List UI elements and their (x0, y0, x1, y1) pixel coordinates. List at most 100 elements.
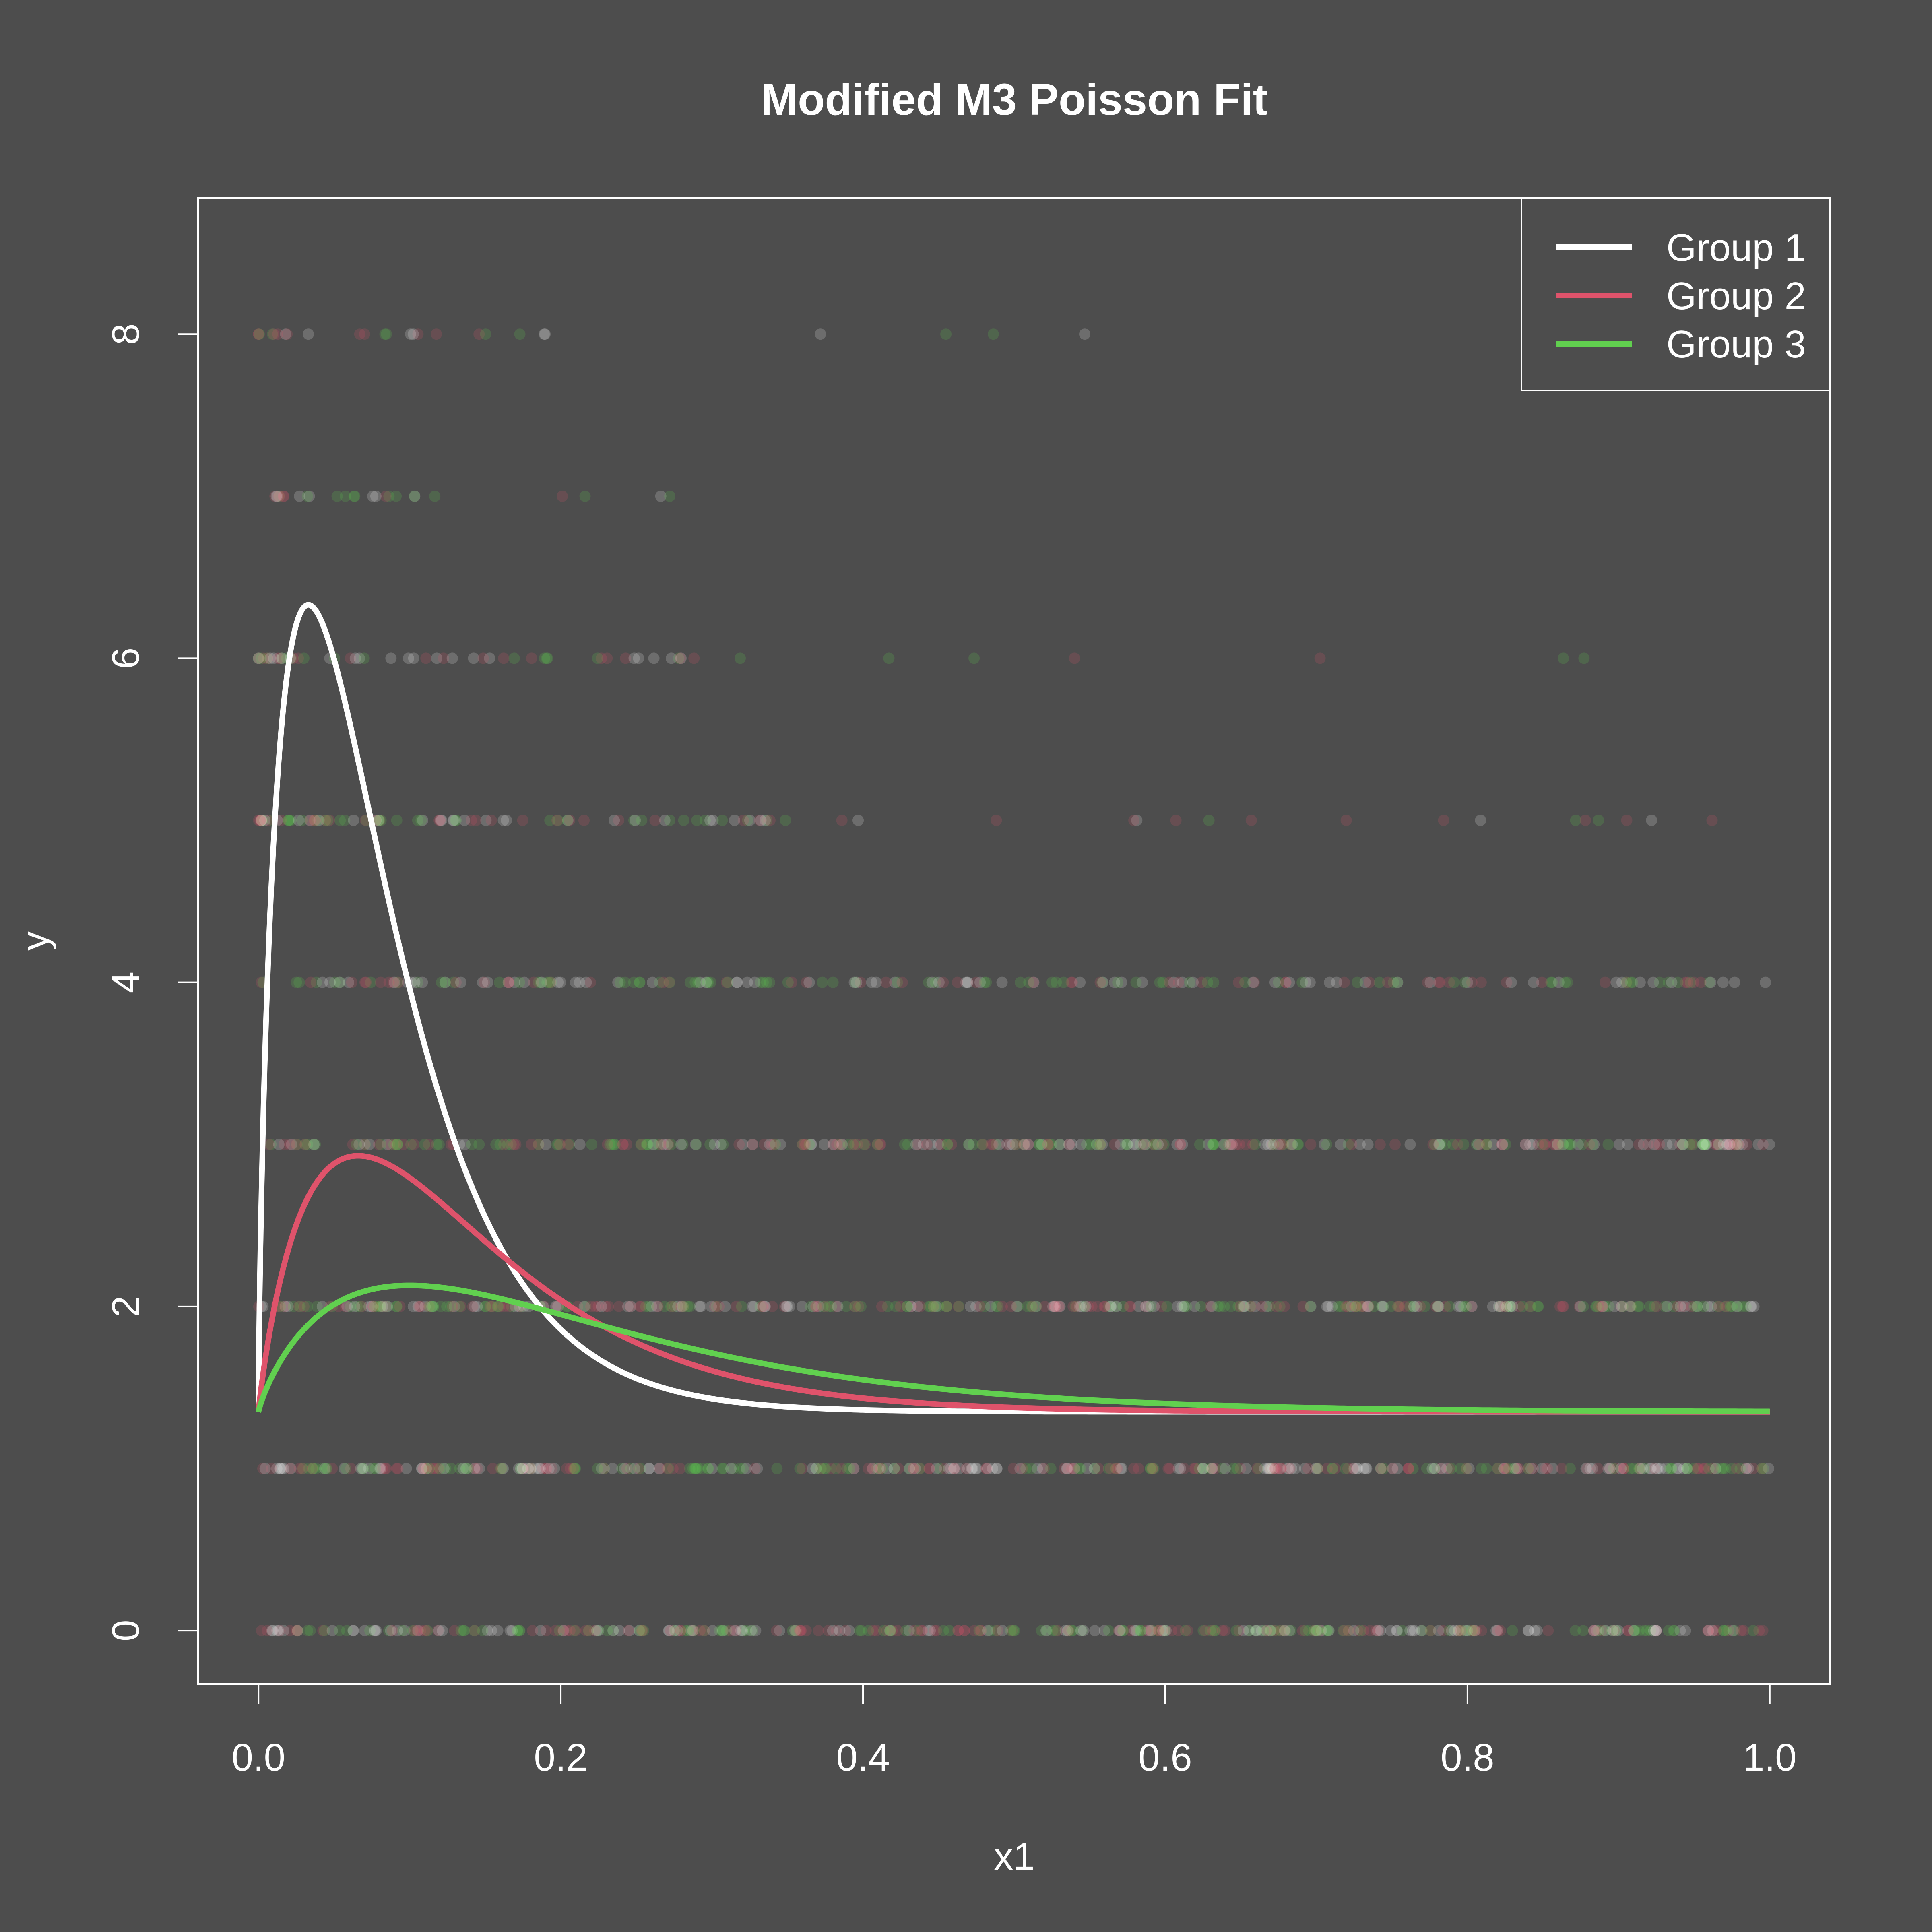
data-point (669, 1300, 681, 1312)
data-point (421, 1463, 433, 1474)
data-point (1046, 1139, 1057, 1150)
data-point (901, 1300, 913, 1312)
x-axis: 0.0 0.2 0.4 0.6 0.8 1.0 (231, 1683, 1797, 1779)
data-point (714, 1625, 725, 1637)
data-point (1713, 1300, 1725, 1312)
data-point (916, 1625, 928, 1637)
data-point (570, 1625, 582, 1637)
data-point (1624, 1300, 1636, 1312)
data-point (392, 976, 404, 988)
data-point (779, 1300, 791, 1312)
data-point (349, 652, 361, 664)
data-point (1527, 1463, 1539, 1474)
data-point (1020, 1463, 1032, 1474)
data-point (606, 1139, 618, 1150)
data-point (514, 328, 526, 340)
data-point (747, 1139, 759, 1150)
data-point (1699, 1139, 1711, 1150)
data-point (874, 1139, 886, 1150)
data-point (353, 652, 365, 664)
data-point (663, 976, 675, 988)
data-point (1677, 1300, 1688, 1312)
data-point (958, 1625, 970, 1637)
data-point (522, 1463, 533, 1474)
data-point (716, 1625, 727, 1637)
data-point (949, 1463, 961, 1474)
data-point (312, 815, 324, 826)
data-point (881, 1463, 893, 1474)
data-point (1705, 976, 1717, 988)
data-point (1638, 1139, 1649, 1150)
data-point (766, 1139, 778, 1150)
data-point (985, 1300, 997, 1312)
data-point (1251, 1463, 1263, 1474)
data-point (473, 1139, 485, 1150)
data-point (375, 976, 386, 988)
data-point (1109, 1300, 1121, 1312)
data-point (1677, 1139, 1689, 1150)
data-point (1753, 1625, 1765, 1637)
data-point (316, 976, 328, 988)
data-point (1224, 1139, 1236, 1150)
data-point (1076, 1625, 1088, 1637)
data-point (828, 1139, 839, 1150)
data-point (968, 1625, 980, 1637)
data-point (1147, 1463, 1158, 1474)
data-point (649, 815, 661, 826)
data-point (1103, 1625, 1115, 1637)
data-point (1063, 1139, 1075, 1150)
data-point (787, 1625, 799, 1637)
data-point (1633, 1139, 1645, 1150)
data-point (1246, 1300, 1257, 1312)
data-point (1731, 1300, 1743, 1312)
data-point (1674, 1139, 1686, 1150)
data-point (593, 1625, 605, 1637)
data-point (1194, 1139, 1205, 1150)
data-point (1433, 976, 1445, 988)
data-point (1116, 1463, 1128, 1474)
data-point (480, 1300, 491, 1312)
data-point (1199, 1625, 1211, 1637)
data-point (1292, 1139, 1304, 1150)
data-point (308, 1139, 320, 1150)
data-point (967, 1139, 979, 1150)
data-point (1154, 976, 1166, 988)
data-point (987, 328, 999, 340)
data-point (303, 490, 315, 502)
data-point (1447, 1139, 1459, 1150)
data-point (1430, 1300, 1442, 1312)
data-point (1036, 1625, 1047, 1637)
data-point (1438, 815, 1449, 826)
data-point (1197, 1625, 1209, 1637)
data-point (596, 1300, 607, 1312)
data-point (687, 1463, 699, 1474)
data-point (1707, 1463, 1719, 1474)
data-point (871, 1463, 883, 1474)
data-point (635, 1300, 647, 1312)
data-point (678, 815, 689, 826)
data-point (912, 1625, 923, 1637)
data-point (1557, 1139, 1569, 1150)
data-point (1130, 976, 1142, 988)
data-point (1218, 1139, 1230, 1150)
data-point (518, 976, 530, 988)
data-point (277, 490, 289, 502)
data-point (455, 1625, 467, 1637)
data-point (1205, 1463, 1216, 1474)
data-point (1680, 976, 1691, 988)
data-point (497, 815, 509, 826)
data-point (1644, 1463, 1655, 1474)
data-point (416, 1463, 427, 1474)
data-point (1152, 1139, 1164, 1150)
data-point (477, 976, 489, 988)
data-point (822, 1625, 834, 1637)
data-point (1475, 976, 1487, 988)
data-point (1388, 976, 1399, 988)
data-point (766, 1300, 778, 1312)
data-point (1066, 1139, 1078, 1150)
data-point (1424, 976, 1436, 988)
data-point (990, 1139, 1002, 1150)
data-point (1157, 1625, 1169, 1637)
data-point (980, 976, 992, 988)
data-point (1184, 976, 1196, 988)
